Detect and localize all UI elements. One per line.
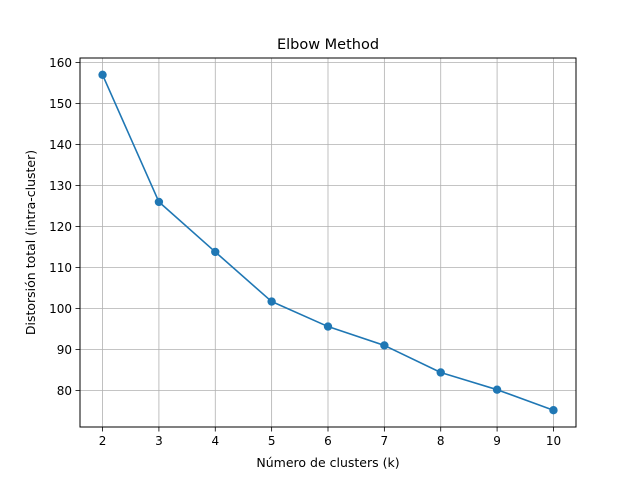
y-tick-label: 130: [49, 179, 72, 193]
data-point: [492, 385, 502, 394]
x-tick-label: 6: [324, 434, 332, 448]
y-tick-label: 120: [49, 220, 72, 234]
x-tick-label: 9: [493, 434, 501, 448]
x-tick-label: 5: [268, 434, 276, 448]
data-point: [98, 70, 107, 80]
x-axis-label: Número de clusters (k): [256, 455, 399, 470]
data-point: [211, 247, 220, 257]
grid-lines: [80, 58, 576, 427]
data-point: [267, 297, 276, 306]
y-tick-label: 110: [49, 261, 72, 275]
data-point: [436, 368, 445, 377]
y-axis-label: Distorsión total (intra-cluster): [23, 150, 38, 335]
x-tick-label: 10: [546, 434, 561, 448]
y-tick-label: 80: [57, 384, 72, 398]
data-point: [154, 197, 164, 207]
x-tick-label: 8: [437, 434, 445, 448]
data-series: [98, 70, 558, 415]
axis-ticks: 2 3 4 5 6 7 8 9 10 80 90 100 110 120 130 140 150 160: [49, 56, 561, 448]
data-point: [549, 405, 558, 415]
x-tick-label: 4: [211, 434, 219, 448]
data-point: [323, 322, 333, 331]
y-tick-label: 160: [49, 56, 72, 70]
x-tick-label: 2: [99, 434, 107, 448]
data-point: [380, 341, 389, 350]
x-tick-label: 3: [155, 434, 163, 448]
x-tick-label: 7: [381, 434, 389, 448]
y-tick-label: 140: [49, 138, 72, 152]
y-tick-label: 100: [49, 302, 72, 316]
chart-title: Elbow Method: [277, 37, 379, 53]
y-tick-label: 150: [49, 97, 72, 111]
y-tick-label: 90: [57, 343, 72, 357]
